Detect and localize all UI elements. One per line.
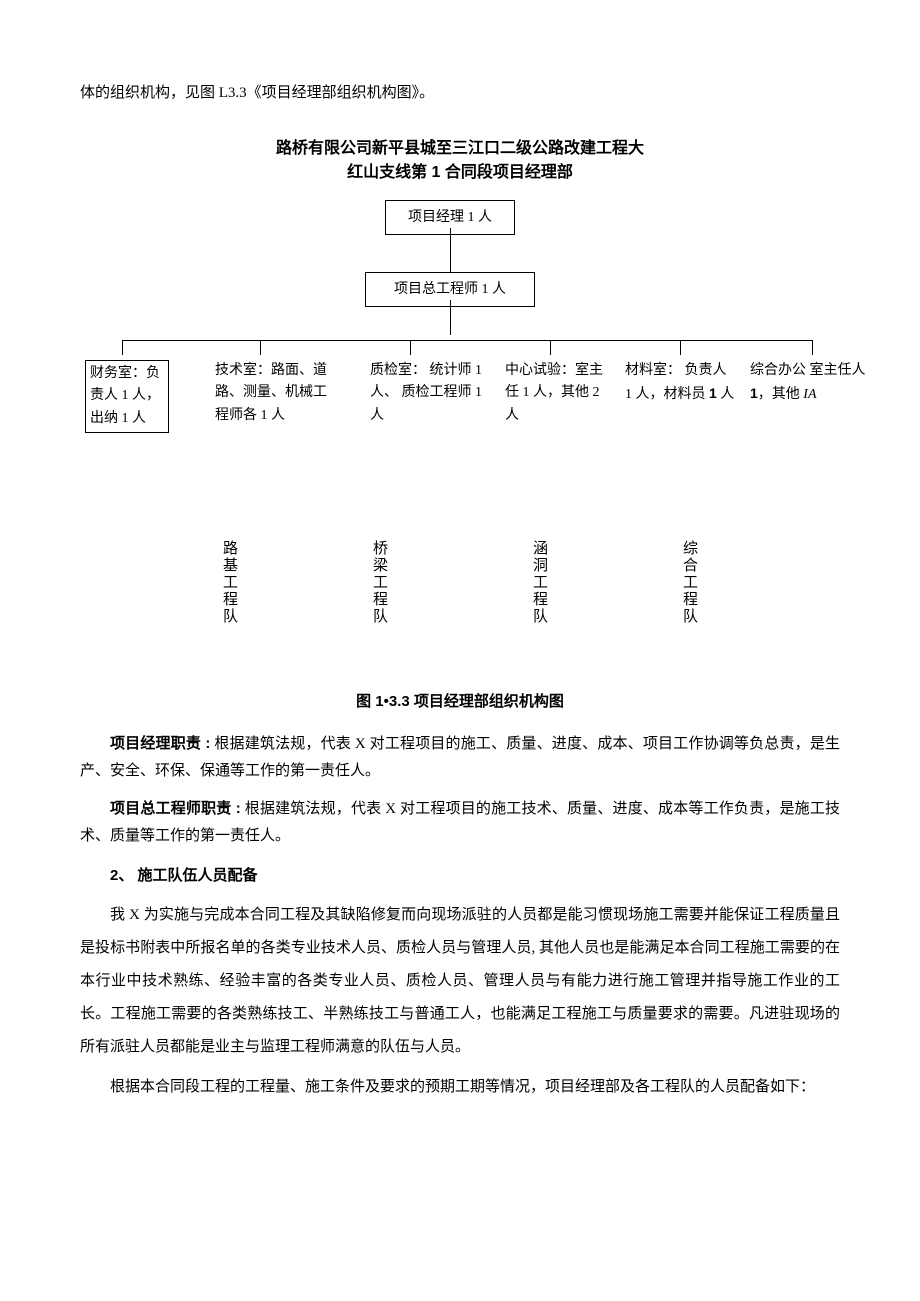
team-roadbed: 路基工程队: [215, 540, 242, 625]
section-2-heading: 2、 施工队伍人员配备: [80, 862, 840, 889]
team-culvert: 涵洞工程队: [525, 540, 552, 625]
dept-tech: 技术室：路面、道路、测量、机械工程师各 1 人: [215, 360, 335, 427]
dept-quality: 质检室： 统计师 1 人、 质检工程师 1 人: [370, 360, 490, 427]
role-chief-para: 项目总工程师职责 : 根据建筑法规，代表 X 对工程项目的施工技术、质量、进度、…: [80, 795, 840, 850]
chart-title-line1: 路桥有限公司新平县城至三江口二级公路改建工程大: [276, 140, 644, 157]
connector-h-main: [122, 340, 812, 341]
connector-dept-tick-4: [680, 340, 681, 355]
dept-lab: 中心试验：室主任 1 人，其他 2 人: [505, 360, 605, 427]
connector-dept-tick-3: [550, 340, 551, 355]
dept-finance: 财务室：负责人 1 人，出纳 1 人: [85, 360, 169, 433]
dept-office: 综合办公 室主任人 1，其他 IA: [750, 360, 870, 407]
connector-v1: [450, 228, 451, 272]
figure-caption: 图 1•3.3 项目经理部组织机构图: [80, 688, 840, 715]
intro-text: 体的组织机构，见图 L3.3《项目经理部组织机构图》。: [80, 80, 840, 107]
org-chart: 项目经理 1 人项目总工程师 1 人财务室：负责人 1 人，出纳 1 人技术室：…: [80, 200, 840, 680]
dept-material: 材料室： 负责人 1 人，材料员 1 人: [625, 360, 735, 407]
staffing-para-1: 我 X 为实施与完成本合同工程及其缺陷修复而向现场派驻的人员都是能习惯现场施工需…: [80, 899, 840, 1064]
staffing-para-2: 根据本合同段工程的工程量、施工条件及要求的预期工期等情况，项目经理部及各工程队的…: [80, 1074, 840, 1101]
connector-dept-tick-2: [410, 340, 411, 355]
connector-v2: [450, 300, 451, 335]
role-manager-para: 项目经理职责 : 根据建筑法规，代表 X 对工程项目的施工、质量、进度、成本、项…: [80, 730, 840, 785]
connector-dept-tick-1: [260, 340, 261, 355]
connector-dept-tick-0: [122, 340, 123, 355]
org-chart-title: 路桥有限公司新平县城至三江口二级公路改建工程大 红山支线第 1 合同段项目经理部: [80, 137, 840, 185]
team-general: 综合工程队: [675, 540, 702, 625]
chart-title-line2: 红山支线第 1 合同段项目经理部: [347, 164, 573, 181]
role-manager-label: 项目经理职责 :: [110, 735, 210, 752]
role-chief-label: 项目总工程师职责 :: [110, 800, 241, 817]
team-bridge: 桥梁工程队: [365, 540, 392, 625]
connector-dept-tick-5: [812, 340, 813, 355]
